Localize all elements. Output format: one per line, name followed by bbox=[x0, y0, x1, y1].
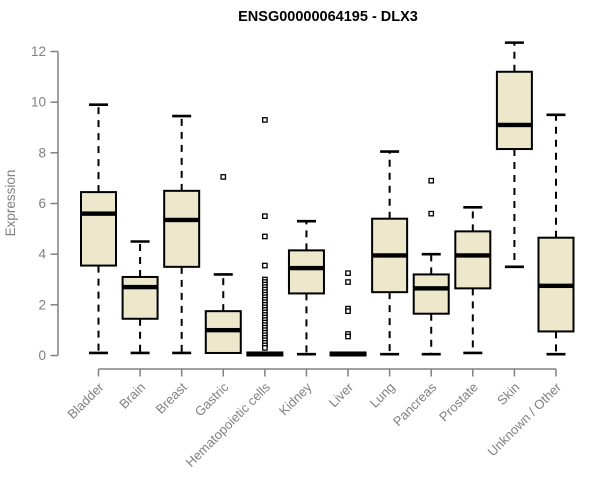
median-line bbox=[413, 286, 449, 291]
x-tick-label-lung: Lung bbox=[367, 380, 398, 411]
boxplot-skin bbox=[495, 41, 533, 269]
outlier-point-0 bbox=[345, 270, 351, 277]
iqr-box bbox=[80, 191, 117, 267]
iqr-box bbox=[495, 70, 533, 151]
outlier-point-1 bbox=[345, 279, 351, 285]
x-tick-label-gastric: Gastric bbox=[192, 379, 232, 419]
median-line bbox=[538, 283, 574, 289]
outlier-point-0 bbox=[428, 177, 435, 184]
median-line bbox=[372, 253, 408, 258]
y-tick-label-6: 6 bbox=[38, 196, 46, 211]
x-tick-label-skin: Skin bbox=[494, 380, 522, 408]
outlier-point-2 bbox=[262, 233, 268, 240]
outlier-point-0 bbox=[262, 117, 268, 123]
y-axis-title: Expression bbox=[3, 170, 18, 237]
y-tick-label-0: 0 bbox=[38, 348, 46, 363]
outlier-point-1 bbox=[428, 210, 435, 217]
boxes-layer bbox=[80, 41, 575, 357]
x-tick-label-brain: Brain bbox=[116, 380, 148, 412]
boxplot-hematopoietic-cells bbox=[246, 117, 284, 357]
outlier-point-0 bbox=[220, 174, 227, 180]
x-tick-label-unknown-other: Unknown / Other bbox=[485, 379, 565, 459]
y-tick-label-2: 2 bbox=[38, 297, 46, 312]
median-line bbox=[205, 327, 241, 333]
boxplot-gastric bbox=[204, 174, 242, 354]
outlier-point-1 bbox=[262, 213, 268, 220]
y-tick-label-10: 10 bbox=[31, 95, 46, 110]
median-line bbox=[164, 217, 200, 223]
median-line bbox=[122, 284, 158, 290]
boxplot-liver bbox=[329, 270, 367, 357]
median-line bbox=[330, 351, 366, 357]
iqr-box bbox=[412, 273, 450, 315]
median-line bbox=[81, 211, 116, 216]
chart-title: ENSG00000064195 - DLX3 bbox=[238, 9, 418, 25]
x-tick-label-liver: Liver bbox=[326, 379, 357, 410]
outlier-point-5 bbox=[345, 333, 351, 340]
median-line bbox=[496, 122, 532, 128]
y-tick-label-4: 4 bbox=[38, 247, 46, 262]
x-tick-label-kidney: Kidney bbox=[276, 379, 315, 418]
boxplot-pancreas bbox=[412, 177, 450, 356]
boxplot-unknown-other bbox=[537, 113, 575, 356]
x-tick-label-pancreas: Pancreas bbox=[390, 379, 440, 429]
boxplot-breast bbox=[163, 114, 201, 355]
iqr-box bbox=[163, 189, 201, 268]
iqr-box bbox=[121, 275, 159, 320]
boxplot-kidney bbox=[287, 219, 325, 356]
x-tick-label-breast: Breast bbox=[153, 379, 190, 416]
outlier-point-31 bbox=[262, 345, 268, 351]
y-tick-label-12: 12 bbox=[31, 44, 46, 59]
outlier-point-3 bbox=[262, 262, 268, 269]
boxplot-lung bbox=[371, 150, 409, 356]
boxplot-brain bbox=[121, 240, 159, 355]
median-line bbox=[455, 253, 491, 258]
outlier-point-3 bbox=[345, 308, 351, 315]
iqr-box bbox=[287, 249, 325, 295]
boxplot-prostate bbox=[454, 206, 492, 355]
median-line bbox=[247, 351, 283, 357]
x-tick-label-prostate: Prostate bbox=[436, 380, 481, 425]
boxplot-bladder bbox=[80, 103, 117, 355]
iqr-box bbox=[454, 230, 492, 290]
y-tick-label-8: 8 bbox=[38, 145, 46, 160]
median-line bbox=[288, 265, 324, 271]
x-tick-label-bladder: Bladder bbox=[64, 379, 107, 422]
